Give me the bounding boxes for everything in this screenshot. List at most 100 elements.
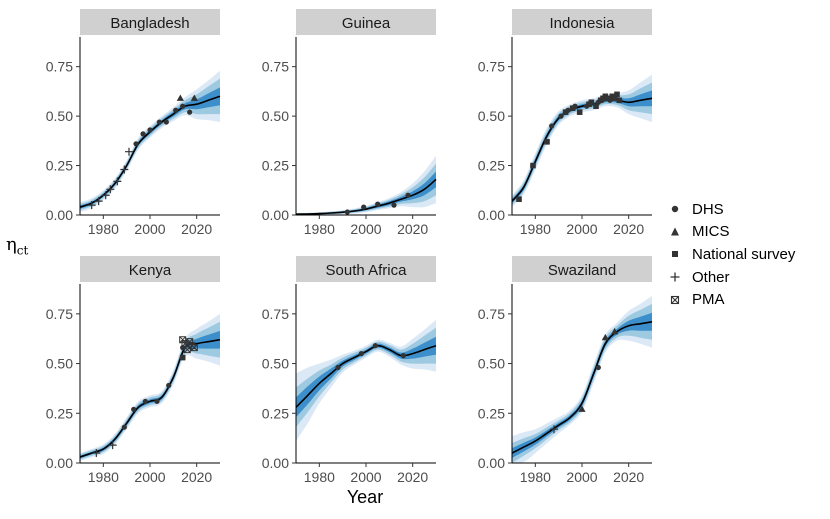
uncertainty-band-2 [296, 163, 436, 216]
data-point-triangle [176, 94, 184, 101]
x-tick-label: 1980 [88, 469, 119, 485]
y-axis-label: ηct [6, 234, 28, 258]
x-tick-label: 1980 [304, 469, 335, 485]
panel-indonesia: Indonesia 0.00 0.25 0.50 0.75 1980 2000 2020 [478, 9, 653, 237]
data-point-square [616, 97, 623, 104]
data-point-circle [140, 131, 146, 137]
median-line [79, 338, 221, 458]
panel-guinea: Guinea 0.00 0.25 0.50 0.75 1980 2000 2020 [262, 9, 437, 237]
facet-strip [512, 256, 652, 282]
legend-item-mics: MICS [668, 221, 795, 244]
facet-title: Indonesia [549, 15, 615, 32]
data-point-circle [166, 382, 172, 389]
x-axis-label: Year [346, 487, 384, 507]
y-tick-label: 0.75 [478, 59, 505, 75]
panel-kenya: Kenya 0.00 0.25 0.50 0.75 1980 2000 2020 [46, 256, 221, 485]
data-point-square [593, 103, 599, 110]
data-point-plus [108, 441, 117, 450]
data-point-plus [120, 165, 129, 174]
y-tick-label: 0.75 [46, 59, 73, 75]
y-tick-label: 0.50 [478, 108, 505, 124]
data-point-plus [550, 425, 558, 434]
y-tick-label: 0.25 [478, 405, 505, 421]
data-point-plus [113, 177, 122, 186]
data-point-triangle [601, 333, 609, 341]
data-point-square [611, 95, 618, 102]
median-line [511, 97, 653, 202]
y-tick-label: 0.25 [262, 405, 289, 421]
x-tick-label: 2000 [350, 221, 381, 237]
y-tick-label: 0.25 [46, 405, 73, 421]
uncertainty-band-1 [80, 87, 220, 209]
facet-strip [296, 256, 436, 282]
data-point-triangle [611, 327, 619, 335]
legend-label: PMA [692, 291, 725, 309]
y-tick-label: 0.50 [262, 356, 289, 372]
data-point-square [569, 105, 576, 111]
legend-item-other: Other [668, 266, 795, 289]
data-point-circle [187, 109, 193, 115]
y-tick-label: 0.00 [478, 455, 505, 471]
y-tick-label: 0.00 [262, 207, 289, 223]
legend-item-dhs: DHS [668, 198, 795, 221]
data-point-circle [344, 209, 350, 215]
circle-icon [671, 206, 679, 213]
data-point-circle [163, 119, 169, 125]
data-point-square [562, 109, 569, 115]
uncertainty-band-1 [512, 312, 652, 458]
x-tick-label: 2020 [181, 221, 212, 237]
y-axis-label-subscript: ct [16, 243, 29, 258]
data-point-circle [372, 343, 378, 349]
uncertainty-band-1 [512, 90, 652, 204]
uncertainty-band-2 [296, 327, 436, 428]
facet-strip [80, 9, 220, 35]
y-tick-label: 0.00 [46, 455, 73, 471]
y-tick-label: 0.50 [262, 108, 289, 124]
facet-title: Swaziland [548, 262, 616, 279]
data-point-circle [558, 113, 564, 119]
y-tick-label: 0.50 [46, 356, 73, 372]
data-point-circle [565, 107, 571, 113]
data-point-circle [572, 103, 578, 109]
x-tick-label: 2000 [566, 469, 597, 485]
y-tick-label: 0.75 [478, 306, 505, 322]
data-point-square [576, 109, 583, 115]
data-point-square [604, 95, 611, 102]
y-tick-label: 0.25 [478, 158, 505, 174]
data-point-circle [121, 424, 127, 430]
data-point-circle [375, 201, 381, 207]
x-tick-label: 2020 [613, 469, 644, 485]
legend-label: MICS [692, 223, 730, 241]
x-tick-label: 2020 [613, 221, 644, 237]
panel-swaziland: Swaziland 0.00 0.25 0.50 0.75 1980 2000 2020 [478, 256, 653, 485]
x-tick-label: 1980 [520, 469, 551, 485]
legend-label: DHS [692, 200, 724, 218]
legend-item-national-survey: National survey [668, 243, 795, 266]
y-tick-label: 0.75 [46, 306, 73, 322]
square-icon [672, 251, 678, 258]
legend-label: Other [692, 268, 730, 286]
data-point-square [588, 99, 595, 106]
uncertainty-band-2 [80, 78, 220, 211]
data-point-circle [131, 406, 137, 412]
panel-south-africa: South Africa 0.00 0.25 0.50 0.75 1980 2000 2020 [262, 256, 437, 485]
data-point-circle [147, 127, 153, 133]
data-point-square [179, 354, 186, 361]
y-tick-label: 0.00 [478, 207, 505, 223]
y-tick-label: 0.00 [46, 207, 73, 223]
plus-icon [670, 272, 680, 282]
data-point-circle [595, 364, 601, 371]
x-tick-label: 2020 [397, 469, 428, 485]
x-tick-label: 2000 [134, 469, 165, 485]
data-point-boxed-x [190, 344, 198, 352]
facet-strip [80, 256, 220, 282]
x-tick-label: 1980 [520, 221, 551, 237]
x-tick-label: 2000 [566, 221, 597, 237]
boxed-x-icon [670, 295, 680, 304]
y-tick-label: 0.75 [262, 306, 289, 322]
data-point-circle [361, 204, 367, 210]
facet-strip [512, 9, 652, 35]
data-point-circle [180, 103, 186, 109]
median-line [295, 178, 437, 215]
